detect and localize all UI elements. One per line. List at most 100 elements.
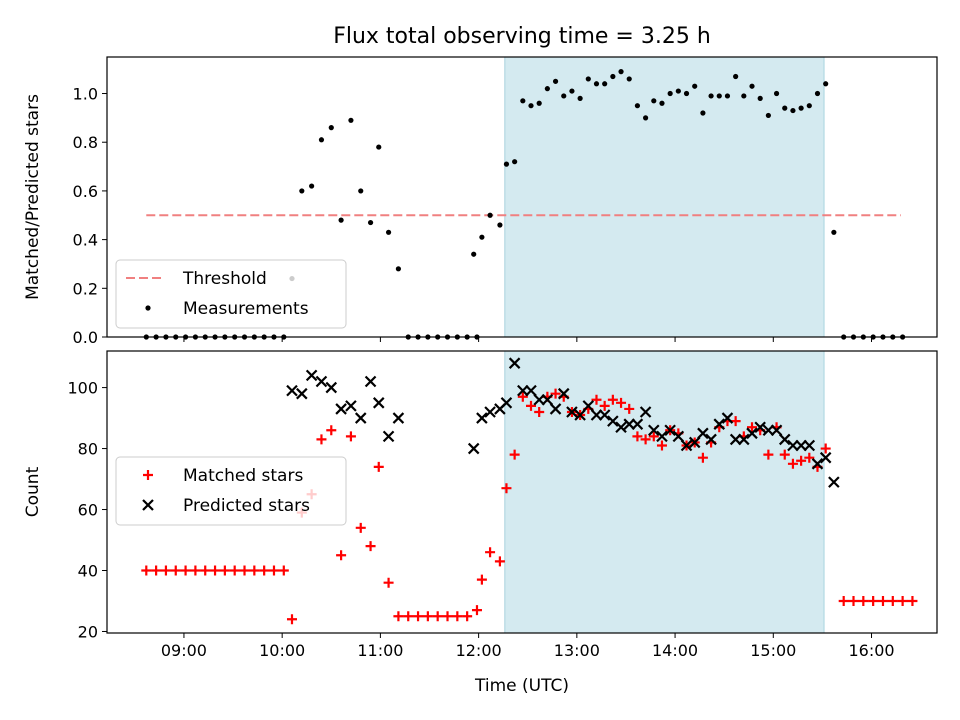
ratio-axes-frame: [106, 56, 938, 338]
legend-box: [115, 259, 347, 329]
data-point: [395, 266, 402, 272]
data-point: [675, 88, 681, 94]
data-point: [887, 595, 898, 606]
data-point: [484, 406, 496, 418]
data-point: [607, 415, 619, 427]
data-point: [309, 183, 315, 189]
data-point: [305, 369, 318, 382]
data-point: [372, 397, 385, 409]
data-point: [364, 375, 377, 388]
data-point: [778, 433, 791, 446]
data-point: [639, 406, 652, 418]
data-point: [326, 425, 337, 436]
data-point: [819, 451, 832, 464]
data-point: [763, 449, 774, 460]
data-point: [462, 611, 473, 622]
data-point: [476, 574, 487, 585]
data-point: [585, 76, 591, 82]
data-point: [747, 422, 758, 433]
data-point: [497, 222, 503, 228]
legend-label: Threshold: [182, 269, 267, 289]
data-point: [582, 400, 595, 412]
data-point: [593, 81, 600, 87]
data-point: [376, 144, 382, 150]
data-point: [520, 98, 526, 104]
data-point: [667, 90, 673, 97]
data-point: [615, 421, 627, 433]
y-tick-label: 100: [67, 379, 98, 398]
data-point: [528, 103, 534, 109]
data-point: [672, 430, 685, 443]
count-marks: [141, 357, 918, 625]
data-point: [210, 565, 221, 576]
x-tick-label: 16:00: [848, 641, 894, 660]
data-point: [180, 565, 191, 576]
data-point: [626, 76, 632, 82]
data-point: [848, 595, 859, 606]
series-predicted-stars: [286, 357, 840, 488]
data-point: [697, 452, 708, 463]
data-point: [577, 95, 583, 101]
data-point: [757, 95, 763, 101]
data-point: [487, 212, 493, 218]
data-point: [354, 412, 367, 424]
data-point: [229, 565, 240, 576]
legend-marker-swatch: [145, 305, 151, 311]
y-tick-label: 80: [78, 440, 98, 459]
legend-label: Measurements: [183, 299, 309, 319]
data-point: [544, 86, 550, 92]
data-point: [345, 431, 356, 442]
data-point: [315, 375, 328, 388]
data-point: [746, 427, 758, 440]
data-point: [697, 427, 709, 440]
x-tick-label: 15:00: [750, 641, 796, 660]
count-ticks: 09:00 10:00 11:00 12:00 13:00 14:00 15:00 16:00…: [67, 379, 894, 660]
data-point: [770, 424, 783, 437]
legend-label: Matched stars: [183, 466, 303, 486]
data-point: [651, 98, 657, 104]
data-point: [877, 595, 888, 606]
data-point: [338, 217, 344, 223]
y-tick-label: 0.0: [73, 328, 98, 347]
data-point: [385, 229, 392, 235]
data-point: [634, 103, 641, 109]
data-point: [286, 384, 298, 397]
data-point: [782, 105, 788, 111]
data-point: [779, 449, 790, 460]
data-point: [355, 522, 366, 533]
data-point: [804, 452, 815, 463]
data-point: [574, 409, 586, 421]
data-point: [828, 476, 840, 488]
data-point: [393, 611, 404, 622]
data-point: [509, 449, 520, 460]
data-point: [765, 112, 771, 119]
data-point: [632, 431, 643, 442]
ratio-legend: Threshold Measurements: [115, 259, 347, 329]
data-point: [550, 388, 561, 399]
legend-box: [115, 456, 347, 526]
data-point: [382, 430, 395, 443]
data-point: [738, 433, 750, 446]
data-point: [591, 394, 602, 405]
data-point: [897, 595, 908, 606]
data-point: [656, 430, 668, 443]
ratio-ticks: 0.0 0.2 0.4 0.6 0.8 1.0: [73, 85, 873, 347]
data-point: [325, 381, 338, 394]
x-tick-label: 09:00: [161, 641, 207, 660]
data-point: [479, 234, 485, 240]
data-point: [733, 73, 739, 80]
data-point: [476, 412, 488, 424]
x-tick-label: 11:00: [357, 641, 403, 660]
data-point: [526, 400, 537, 411]
data-point: [549, 403, 562, 415]
y-tick-label: 0.6: [73, 182, 98, 201]
data-point: [724, 93, 731, 99]
data-point: [803, 439, 816, 452]
data-point: [508, 357, 521, 369]
data-point: [716, 93, 722, 99]
data-point: [713, 418, 726, 430]
data-point: [868, 595, 879, 606]
data-point: [648, 424, 660, 437]
data-point: [680, 439, 693, 452]
